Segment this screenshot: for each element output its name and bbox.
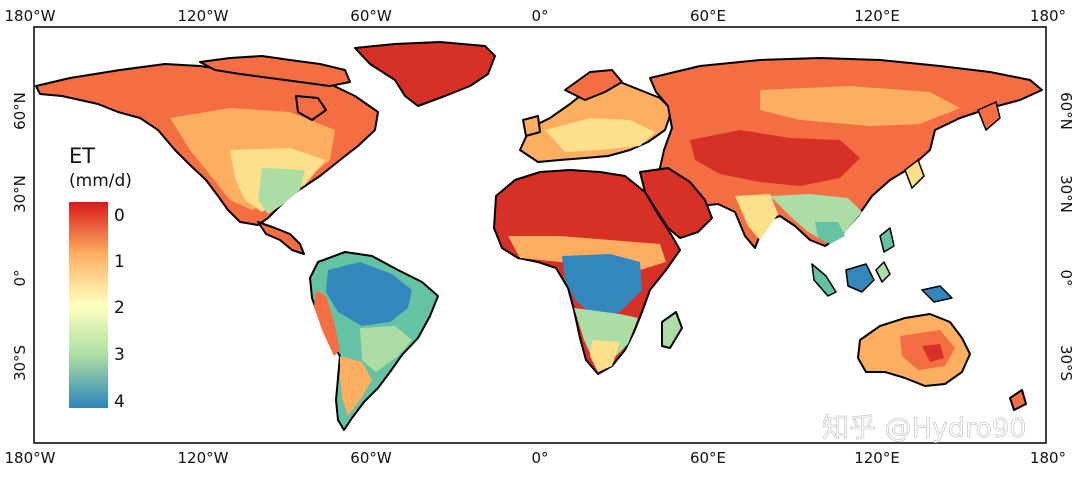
lon-label-top: 180°: [1030, 7, 1066, 25]
legend-tick-4: 4: [114, 392, 125, 412]
lon-label-bottom: 60°E: [690, 449, 726, 467]
australia: [857, 313, 1027, 411]
lat-label-right: 60°N: [1057, 92, 1075, 130]
map-frame: [33, 26, 1047, 444]
north-america: [35, 41, 496, 255]
lon-label-top: 120°E: [854, 7, 900, 25]
lon-label-bottom: 180°: [1030, 449, 1066, 467]
lat-label-left: 30°S: [11, 345, 29, 381]
southeast-asia-islands: [811, 227, 953, 303]
lon-label-top: 180°W: [5, 7, 56, 25]
lon-labels-top: 180°W 120°W 60°W 0° 60°E 120°E 180°: [5, 7, 1067, 25]
lon-label-bottom: 120°W: [178, 449, 229, 467]
legend-tick-2: 2: [114, 298, 125, 318]
japan: [904, 100, 1001, 190]
legend-tick-1: 1: [114, 252, 125, 272]
legend: ET (mm/d) 0 1 2 3 4: [69, 144, 132, 412]
lon-label-top: 120°W: [178, 7, 229, 25]
lat-labels-left: 60°N 30°N 0° 30°S: [11, 92, 29, 381]
lat-label-right: 0°: [1057, 269, 1075, 286]
lon-label-bottom: 0°: [531, 449, 548, 467]
lon-label-top: 60°E: [690, 7, 726, 25]
lon-label-top: 0°: [531, 7, 548, 25]
asia: [649, 57, 1043, 249]
south-america: [309, 251, 439, 431]
lon-label-bottom: 120°E: [854, 449, 900, 467]
legend-unit: (mm/d): [69, 171, 132, 191]
lat-label-left: 0°: [11, 269, 29, 286]
legend-title: ET: [69, 144, 95, 168]
europe: [519, 69, 673, 163]
legend-tick-0: 0: [114, 206, 125, 226]
lon-label-top: 60°W: [350, 7, 392, 25]
lat-label-left: 30°N: [11, 175, 29, 213]
watermark: 知乎 @Hydro90: [822, 413, 1026, 444]
legend-tick-3: 3: [114, 345, 125, 365]
legend-colorbar: [69, 202, 108, 408]
lon-label-bottom: 180°W: [5, 449, 56, 467]
lon-label-bottom: 60°W: [350, 449, 392, 467]
lat-label-right: 30°N: [1057, 175, 1075, 213]
lat-label-left: 60°N: [11, 92, 29, 130]
lat-labels-right: 60°N 30°N 0° 30°S: [1057, 92, 1075, 381]
africa: [493, 169, 683, 375]
lon-labels-bottom: 180°W 120°W 60°W 0° 60°E 120°E 180°: [5, 449, 1067, 467]
lat-label-right: 30°S: [1057, 345, 1075, 381]
